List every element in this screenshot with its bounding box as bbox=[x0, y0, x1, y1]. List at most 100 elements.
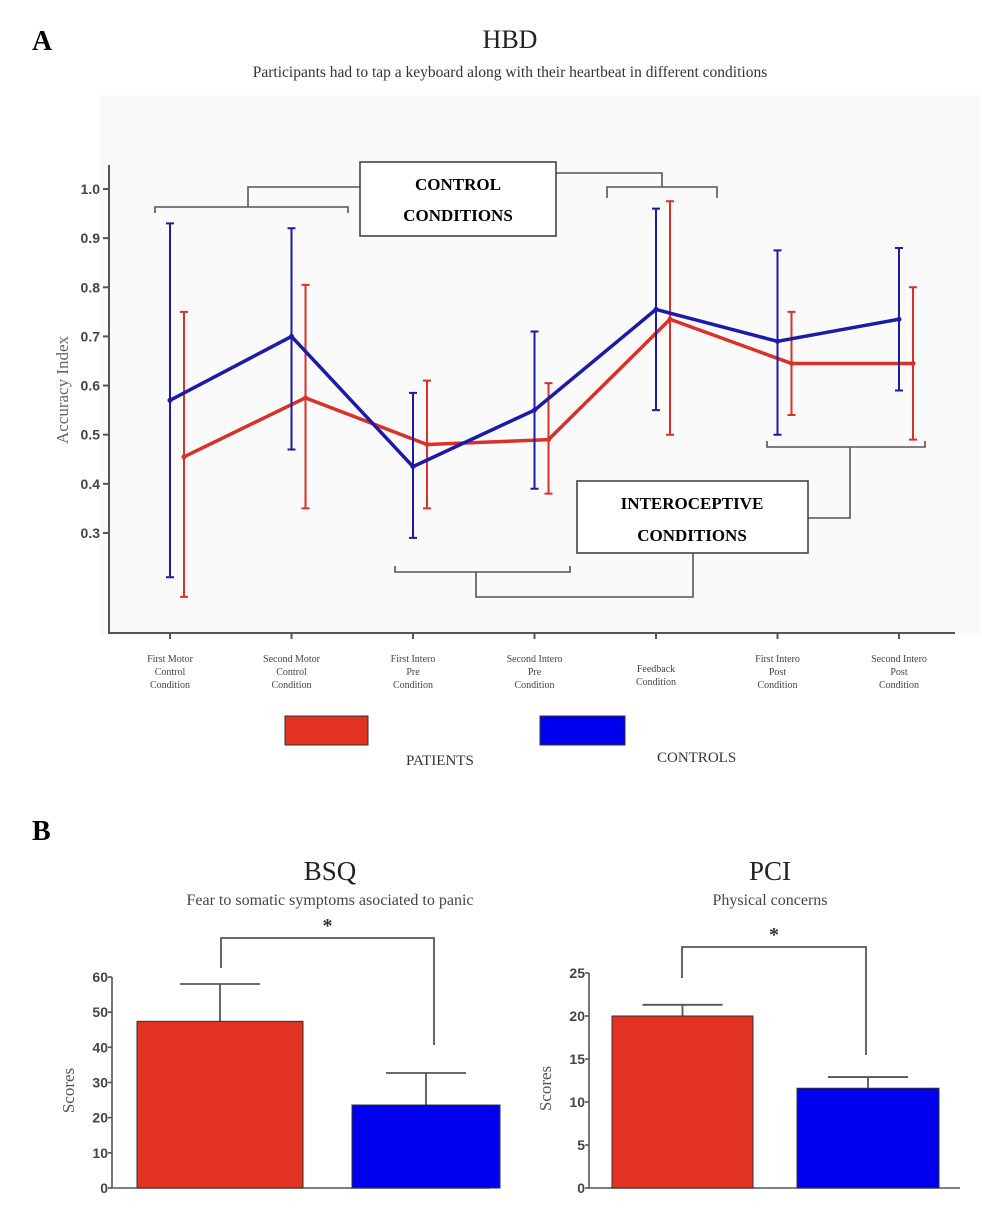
hbd-title: HBD bbox=[483, 25, 538, 54]
data-point bbox=[910, 360, 916, 366]
significance-bracket bbox=[220, 937, 435, 1045]
legend: PATIENTS CONTROLS bbox=[284, 715, 736, 769]
data-point bbox=[789, 360, 794, 366]
data-point bbox=[667, 316, 673, 322]
y-tick-label: 50 bbox=[92, 1004, 108, 1020]
significance-bracket bbox=[681, 946, 867, 1055]
x-tick-label-line: Control bbox=[276, 667, 307, 678]
x-tick-label-line: Post bbox=[890, 667, 907, 678]
legend-patients-swatch bbox=[284, 715, 369, 746]
y-tick-label: 0.6 bbox=[81, 378, 101, 394]
y-axis-label: Accuracy Index bbox=[53, 335, 72, 444]
x-tick-label: First Motor Control Condition bbox=[147, 654, 194, 691]
x-tick-label: Feedback Condition bbox=[636, 664, 676, 688]
bsq-title: BSQ bbox=[304, 856, 357, 886]
x-tick-label-line: Condition bbox=[636, 677, 676, 688]
error-bar bbox=[180, 983, 260, 1022]
y-tick-label: 1.0 bbox=[81, 181, 101, 197]
significance-star: * bbox=[769, 924, 779, 946]
error-bar bbox=[386, 1072, 466, 1106]
x-tick-label-line: Condition bbox=[150, 680, 190, 691]
bsq-bar-chart: BSQ Fear to somatic symptoms asociated to… bbox=[59, 856, 501, 1196]
y-tick-label: 25 bbox=[569, 965, 585, 981]
intero-box-line2: CONDITIONS bbox=[637, 526, 747, 545]
data-point bbox=[167, 397, 173, 403]
data-point bbox=[775, 338, 780, 344]
y-tick-label: 30 bbox=[92, 1075, 108, 1091]
x-tick-label-line: Condition bbox=[879, 680, 919, 691]
x-tick-label-line: Pre bbox=[528, 667, 542, 678]
x-tick-label-line: Second Intero bbox=[507, 654, 563, 665]
control-bracket-left bbox=[154, 186, 360, 213]
data-point bbox=[424, 442, 430, 448]
y-tick-label: 0.4 bbox=[81, 476, 101, 492]
panel-b-letter: B bbox=[32, 816, 51, 847]
y-tick-label: 60 bbox=[92, 969, 108, 985]
legend-controls-swatch bbox=[539, 715, 626, 746]
data-point bbox=[181, 454, 187, 460]
x-tick-label-line: First Intero bbox=[391, 654, 436, 665]
x-tick-label-line: Condition bbox=[393, 680, 433, 691]
y-tick-label: 0.9 bbox=[81, 230, 101, 246]
panel-a-letter: A bbox=[32, 26, 53, 57]
data-point bbox=[653, 306, 659, 312]
x-tick-label-line: First Motor bbox=[147, 654, 194, 665]
y-tick-label: 40 bbox=[92, 1039, 108, 1055]
bsq-subtitle: Fear to somatic symptoms asociated to pa… bbox=[186, 892, 473, 909]
x-tick-label-line: Pre bbox=[406, 667, 420, 678]
x-tick-label-line: Post bbox=[769, 667, 786, 678]
annotation-brackets bbox=[154, 172, 926, 598]
error-bar bbox=[828, 1076, 908, 1089]
y-tick-label: 20 bbox=[569, 1008, 585, 1024]
x-tick-label-line: Condition bbox=[514, 680, 554, 691]
controls-bar bbox=[796, 1087, 940, 1189]
legend-controls-label: CONTROLS bbox=[657, 750, 736, 766]
axis-lines bbox=[108, 165, 955, 634]
data-point bbox=[289, 333, 294, 339]
x-tick-label: First Intero Post Condition bbox=[755, 654, 800, 691]
patients-bar bbox=[611, 1015, 754, 1189]
y-tick-label: 0.7 bbox=[81, 328, 101, 344]
x-tick-label-line: Feedback bbox=[637, 664, 675, 675]
y-tick-label: 15 bbox=[569, 1051, 585, 1067]
error-bar bbox=[642, 1003, 723, 1016]
y-tick-label: 5 bbox=[577, 1137, 585, 1153]
x-tick-label-line: Condition bbox=[271, 680, 311, 691]
data-point bbox=[532, 407, 537, 413]
control-bracket-right bbox=[556, 172, 718, 198]
data-point bbox=[303, 395, 308, 401]
x-tick-label-line: Second Motor bbox=[263, 654, 321, 665]
control-box-line1: CONTROL bbox=[415, 175, 501, 194]
y-tick-label: 0.3 bbox=[81, 525, 101, 541]
y-tick-label: 20 bbox=[92, 1110, 108, 1126]
y-tick-label: 10 bbox=[569, 1094, 585, 1110]
significance-star: * bbox=[323, 915, 333, 937]
y-tick-label: 0 bbox=[577, 1180, 585, 1196]
hbd-subtitle: Participants had to tap a keyboard along… bbox=[253, 64, 768, 81]
y-tick-label: 0.8 bbox=[81, 279, 101, 295]
x-tick-label-line: Condition bbox=[757, 680, 797, 691]
patients-bar bbox=[136, 1020, 304, 1189]
y-axis-label: Scores bbox=[59, 1068, 78, 1113]
intero-bracket-left bbox=[394, 553, 694, 598]
data-point bbox=[410, 464, 416, 470]
data-point bbox=[896, 316, 902, 322]
control-box-line2: CONDITIONS bbox=[403, 206, 513, 225]
y-tick-label: 10 bbox=[92, 1145, 108, 1161]
pci-title: PCI bbox=[749, 856, 791, 886]
intero-box-line1: INTEROCEPTIVE bbox=[621, 494, 764, 513]
x-tick-label: Second Motor Control Condition bbox=[263, 654, 321, 691]
x-tick-label-line: Control bbox=[155, 667, 186, 678]
interoceptive-conditions-box bbox=[576, 480, 809, 554]
x-tick-label: Second Intero Pre Condition bbox=[507, 654, 563, 691]
x-tick-label-line: First Intero bbox=[755, 654, 800, 665]
y-tick-label: 0 bbox=[100, 1180, 108, 1196]
pci-subtitle: Physical concerns bbox=[712, 892, 827, 909]
hbd-line-chart: 0.3 0.4 0.5 0.6 0.7 0.8 0.9 1.0 Accuracy Index Fi… bbox=[53, 165, 955, 691]
legend-patients-label: PATIENTS bbox=[406, 753, 474, 769]
controls-bar bbox=[351, 1104, 501, 1189]
pci-bar-chart: PCI Physical concerns 0 5 10 15 20 25 Scores * bbox=[536, 856, 960, 1196]
x-tick-label: First Intero Pre Condition bbox=[391, 654, 436, 691]
y-tick-label: 0.5 bbox=[81, 427, 101, 443]
